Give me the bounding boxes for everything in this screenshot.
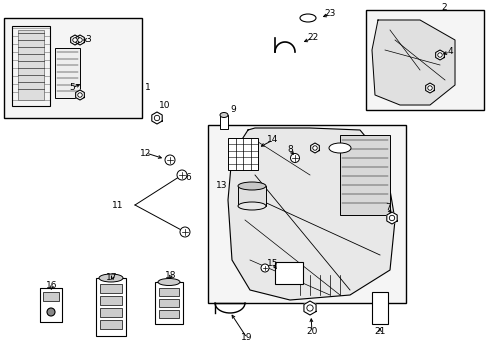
Text: 5: 5 xyxy=(69,84,75,93)
Text: 21: 21 xyxy=(373,328,385,337)
Circle shape xyxy=(388,215,394,221)
Polygon shape xyxy=(151,112,162,124)
Text: 19: 19 xyxy=(241,333,252,342)
Bar xyxy=(4,18,142,118)
Circle shape xyxy=(261,264,268,272)
Circle shape xyxy=(437,53,441,57)
Bar xyxy=(18,30,44,100)
Polygon shape xyxy=(310,143,319,153)
Bar xyxy=(40,288,62,322)
Ellipse shape xyxy=(238,182,265,190)
Bar xyxy=(365,10,483,110)
Ellipse shape xyxy=(220,112,227,117)
Bar xyxy=(207,125,405,303)
Circle shape xyxy=(78,38,82,42)
Bar xyxy=(238,186,265,206)
Circle shape xyxy=(427,86,431,90)
Circle shape xyxy=(312,146,317,150)
Polygon shape xyxy=(435,50,444,60)
Text: 16: 16 xyxy=(46,282,58,291)
Circle shape xyxy=(47,308,55,316)
Text: 8: 8 xyxy=(286,145,292,154)
Bar xyxy=(12,26,50,106)
Text: 2: 2 xyxy=(440,3,446,12)
Text: 9: 9 xyxy=(230,105,235,114)
Text: 20: 20 xyxy=(305,328,317,337)
Bar xyxy=(100,284,122,293)
Bar xyxy=(100,296,122,305)
Circle shape xyxy=(177,170,186,180)
Bar xyxy=(371,292,387,324)
Ellipse shape xyxy=(328,143,350,153)
Text: 18: 18 xyxy=(165,270,176,279)
Polygon shape xyxy=(76,35,84,45)
Ellipse shape xyxy=(238,202,265,210)
Polygon shape xyxy=(76,90,84,100)
Text: 22: 22 xyxy=(307,33,318,42)
Bar xyxy=(55,48,80,98)
Text: 17: 17 xyxy=(106,274,118,283)
Text: 4: 4 xyxy=(446,48,452,57)
Bar xyxy=(339,135,389,215)
Circle shape xyxy=(290,153,299,162)
Bar xyxy=(227,138,258,170)
Text: 7: 7 xyxy=(385,203,390,212)
Circle shape xyxy=(306,305,312,311)
Text: 6: 6 xyxy=(185,174,190,183)
Bar xyxy=(220,115,227,129)
Polygon shape xyxy=(71,35,79,45)
Polygon shape xyxy=(227,128,394,300)
Bar xyxy=(274,262,303,284)
Text: 11: 11 xyxy=(112,201,123,210)
Text: 3: 3 xyxy=(85,36,91,45)
Bar xyxy=(43,292,59,301)
Polygon shape xyxy=(371,20,454,105)
Text: 23: 23 xyxy=(324,9,335,18)
Polygon shape xyxy=(425,83,433,93)
Circle shape xyxy=(164,155,175,165)
Text: 15: 15 xyxy=(267,258,278,267)
Text: 12: 12 xyxy=(140,148,151,158)
Text: 14: 14 xyxy=(267,135,278,144)
Circle shape xyxy=(154,115,160,121)
Bar xyxy=(159,288,179,296)
Circle shape xyxy=(78,93,82,97)
Text: 13: 13 xyxy=(216,180,227,189)
Text: 1: 1 xyxy=(145,84,151,93)
Bar xyxy=(100,320,122,329)
Bar xyxy=(155,282,183,324)
Ellipse shape xyxy=(158,279,180,285)
Ellipse shape xyxy=(299,14,315,22)
Bar xyxy=(159,299,179,307)
Polygon shape xyxy=(386,212,396,224)
Bar xyxy=(159,310,179,318)
Bar xyxy=(96,278,126,336)
Bar xyxy=(100,308,122,317)
Circle shape xyxy=(180,227,190,237)
Ellipse shape xyxy=(99,274,123,282)
Circle shape xyxy=(73,38,77,42)
Text: 10: 10 xyxy=(159,100,170,109)
Polygon shape xyxy=(304,301,315,315)
